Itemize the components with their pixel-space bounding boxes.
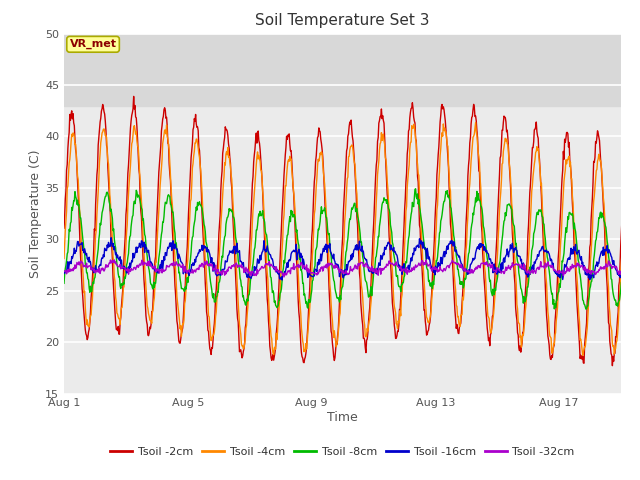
Tsoil -4cm [408, 123, 415, 129]
Tsoil -16cm [432, 263, 440, 269]
Tsoil -4cm [333, 338, 341, 344]
Tsoil -4cm [266, 320, 274, 325]
Tsoil -2cm [551, 320, 559, 325]
Tsoil -2cm [60, 225, 68, 231]
Tsoil -16cm [335, 265, 342, 271]
Tsoil -2cm [334, 328, 342, 334]
Tsoil -2cm [408, 100, 416, 106]
Tsoil -4cm [579, 352, 586, 358]
Tsoil -2cm [431, 217, 439, 223]
Tsoil -2cm [130, 94, 138, 99]
Tsoil -8cm [412, 186, 419, 192]
Tsoil -8cm [333, 295, 341, 301]
Tsoil -32cm [409, 265, 417, 271]
Title: Soil Temperature Set 3: Soil Temperature Set 3 [255, 13, 429, 28]
Tsoil -32cm [60, 268, 68, 274]
Tsoil -8cm [582, 306, 590, 312]
Legend: Tsoil -2cm, Tsoil -4cm, Tsoil -8cm, Tsoil -16cm, Tsoil -32cm: Tsoil -2cm, Tsoil -4cm, Tsoil -8cm, Tsoi… [106, 443, 579, 461]
Tsoil -4cm [472, 120, 479, 125]
Tsoil -16cm [60, 271, 68, 276]
Tsoil -16cm [278, 277, 286, 283]
Tsoil -8cm [551, 301, 559, 307]
Tsoil -2cm [609, 363, 616, 369]
Tsoil -2cm [267, 348, 275, 354]
Tsoil -4cm [431, 261, 438, 267]
Tsoil -32cm [111, 257, 118, 263]
Tsoil -32cm [335, 266, 342, 272]
Tsoil -4cm [551, 332, 559, 337]
Tsoil -2cm [186, 182, 194, 188]
X-axis label: Time: Time [327, 410, 358, 423]
Tsoil -32cm [552, 268, 559, 274]
Tsoil -32cm [432, 265, 440, 271]
Line: Tsoil -2cm: Tsoil -2cm [64, 96, 640, 366]
Line: Tsoil -8cm: Tsoil -8cm [64, 189, 640, 309]
Line: Tsoil -16cm: Tsoil -16cm [64, 238, 640, 280]
Tsoil -32cm [267, 262, 275, 268]
Tsoil -16cm [552, 271, 559, 276]
Tsoil -4cm [186, 228, 193, 234]
Tsoil -16cm [108, 235, 115, 240]
Line: Tsoil -32cm: Tsoil -32cm [64, 260, 640, 277]
Y-axis label: Soil Temperature (C): Soil Temperature (C) [29, 149, 42, 278]
Tsoil -8cm [266, 262, 274, 268]
Tsoil -8cm [186, 269, 193, 275]
Line: Tsoil -4cm: Tsoil -4cm [64, 122, 640, 355]
Tsoil -16cm [409, 251, 417, 256]
Bar [64, 34, 621, 106]
Tsoil -8cm [408, 208, 415, 214]
Tsoil -8cm [60, 280, 68, 286]
Tsoil -16cm [186, 267, 194, 273]
Text: VR_met: VR_met [70, 39, 116, 49]
Tsoil -32cm [280, 274, 288, 280]
Tsoil -32cm [186, 270, 194, 276]
Tsoil -4cm [60, 256, 68, 262]
Tsoil -8cm [431, 268, 439, 274]
Tsoil -16cm [267, 252, 275, 258]
